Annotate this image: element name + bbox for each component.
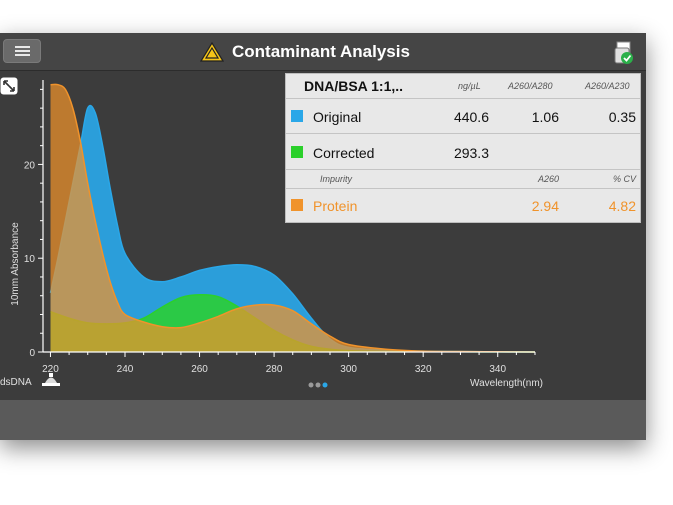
series-area-original [50, 105, 535, 353]
row-label-protein: Protein [313, 198, 358, 214]
page-dot[interactable] [322, 382, 328, 388]
app-window: Contaminant Analysis 220 240 260 280 300 320 3… [0, 33, 646, 440]
column-header-a260-a230: A260/A230 [585, 81, 630, 91]
expand-arrows-icon[interactable] [0, 77, 18, 95]
page-title: Contaminant Analysis [232, 42, 410, 61]
impurity-header: Impurity [320, 174, 353, 184]
x-tick-label: 220 [42, 364, 59, 375]
corrected-swatch [291, 146, 303, 158]
series-area-protein [50, 84, 535, 352]
mode-label: dsDNA [0, 377, 32, 388]
corrected-ng: 293.3 [453, 145, 489, 161]
table-header-row: DNA/BSA 1:1,.. ng/µL A260/A280 A260/A230 [286, 74, 640, 99]
original-a260-a280: 1.06 [531, 109, 559, 125]
row-label-corrected: Corrected [313, 145, 375, 161]
column-header-ng: ng/µL [458, 81, 481, 91]
page-dot[interactable] [308, 382, 314, 388]
x-tick-label: 240 [117, 364, 134, 375]
table-row: Original 440.6 1.06 0.35 [286, 99, 640, 134]
table-row: Protein 2.94 4.82 [286, 189, 640, 222]
row-label-original: Original [313, 109, 362, 125]
original-swatch [291, 110, 303, 122]
menu-icon [15, 46, 30, 48]
results-table: DNA/BSA 1:1,.. ng/µL A260/A280 A260/A230… [285, 73, 641, 223]
series-line-protein [50, 83, 536, 353]
protein-cv: 4.82 [608, 198, 636, 214]
y-axis-label: 10mm Absorbance [10, 222, 21, 306]
impurity-header-row: Impurity A260 % CV [286, 170, 640, 189]
sample-name: DNA/BSA 1:1,.. [304, 78, 404, 94]
menu-icon-bar [15, 54, 30, 56]
y-tick-label: 10 [24, 254, 36, 265]
chart-axes: 220 240 260 280 300 320 340 0 10 20 Wavelength(nm)… [10, 80, 543, 389]
protein-a260: 2.94 [531, 198, 559, 214]
chart-areas [49, 83, 536, 353]
x-tick-label: 280 [266, 364, 283, 375]
page-indicator[interactable] [308, 382, 328, 388]
x-axis-label: Wavelength(nm) [470, 378, 543, 389]
table-row: Corrected 293.3 [286, 134, 640, 170]
report-checkmark-icon[interactable] [614, 40, 634, 66]
y-tick-label: 0 [29, 348, 35, 359]
menu-icon-bar [15, 50, 30, 52]
original-ng: 440.6 [453, 109, 489, 125]
original-a260-a230: 0.35 [608, 109, 636, 125]
x-tick-label: 320 [415, 364, 432, 375]
sample-stage-icon[interactable] [42, 373, 60, 386]
x-tick-label: 300 [340, 364, 357, 375]
spectrum-chart: 220 240 260 280 300 320 340 0 10 20 Wavelength(nm)… [0, 80, 543, 389]
y-tick-label: 20 [24, 160, 36, 171]
warning-triangle-icon [200, 42, 224, 62]
column-header-cv: % CV [612, 174, 636, 184]
top-bar: Contaminant Analysis [0, 33, 646, 71]
x-tick-label: 260 [191, 364, 208, 375]
page-dot[interactable] [315, 382, 321, 388]
protein-swatch [291, 199, 303, 211]
title-group: Contaminant Analysis [200, 41, 410, 63]
x-tick-label: 340 [489, 364, 506, 375]
bottom-bar [0, 400, 646, 440]
column-header-a260: A260 [537, 174, 559, 184]
menu-button[interactable] [3, 39, 41, 63]
column-header-a260-a280: A260/A280 [508, 81, 553, 91]
